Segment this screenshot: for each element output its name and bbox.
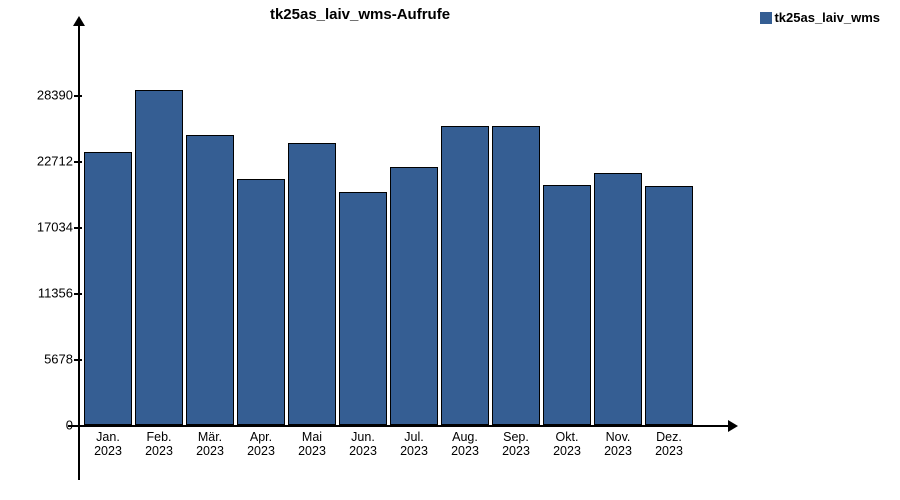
bar [645,186,693,425]
legend-swatch [760,12,772,24]
y-tick-label: 11356 [18,286,73,301]
bar [84,152,132,425]
bar [237,179,285,425]
bar [339,192,387,426]
x-tick-label: Jan.2023 [94,430,122,459]
y-tick-label: 28390 [18,88,73,103]
x-axis-arrow-icon [728,420,738,432]
y-axis-line [78,20,80,480]
bar [492,126,540,425]
x-tick-label: Jul.2023 [400,430,428,459]
x-tick-label: Dez.2023 [655,430,683,459]
bar [441,126,489,425]
x-tick-label: Jun.2023 [349,430,377,459]
y-tick-mark [74,227,82,229]
y-tick-label: 0 [18,418,73,433]
bar [186,135,234,425]
y-tick-mark [74,425,82,427]
y-tick-mark [74,293,82,295]
bar [288,143,336,425]
bar [594,173,642,425]
x-tick-label: Apr.2023 [247,430,275,459]
y-tick-mark [74,161,82,163]
y-tick-mark [74,95,82,97]
x-tick-label: Mai2023 [298,430,326,459]
x-tick-label: Nov.2023 [604,430,632,459]
bar [390,167,438,425]
x-tick-label: Feb.2023 [145,430,173,459]
y-tick-label: 17034 [18,220,73,235]
plot-area: 0567811356170342271228390Jan.2023Feb.202… [78,30,718,425]
x-tick-label: Okt.2023 [553,430,581,459]
chart-container: tk25as_laiv_wms-Aufrufe tk25as_laiv_wms … [0,0,900,500]
x-tick-label: Aug.2023 [451,430,479,459]
x-axis-line [68,425,728,427]
y-axis-arrow-icon [73,16,85,26]
y-tick-label: 22712 [18,154,73,169]
legend-label: tk25as_laiv_wms [774,10,880,25]
y-tick-label: 5678 [18,352,73,367]
bar [543,185,591,425]
x-tick-label: Mär.2023 [196,430,224,459]
x-tick-label: Sep.2023 [502,430,530,459]
y-tick-mark [74,359,82,361]
chart-title: tk25as_laiv_wms-Aufrufe [0,6,720,23]
legend: tk25as_laiv_wms [760,10,880,25]
bar [135,90,183,425]
